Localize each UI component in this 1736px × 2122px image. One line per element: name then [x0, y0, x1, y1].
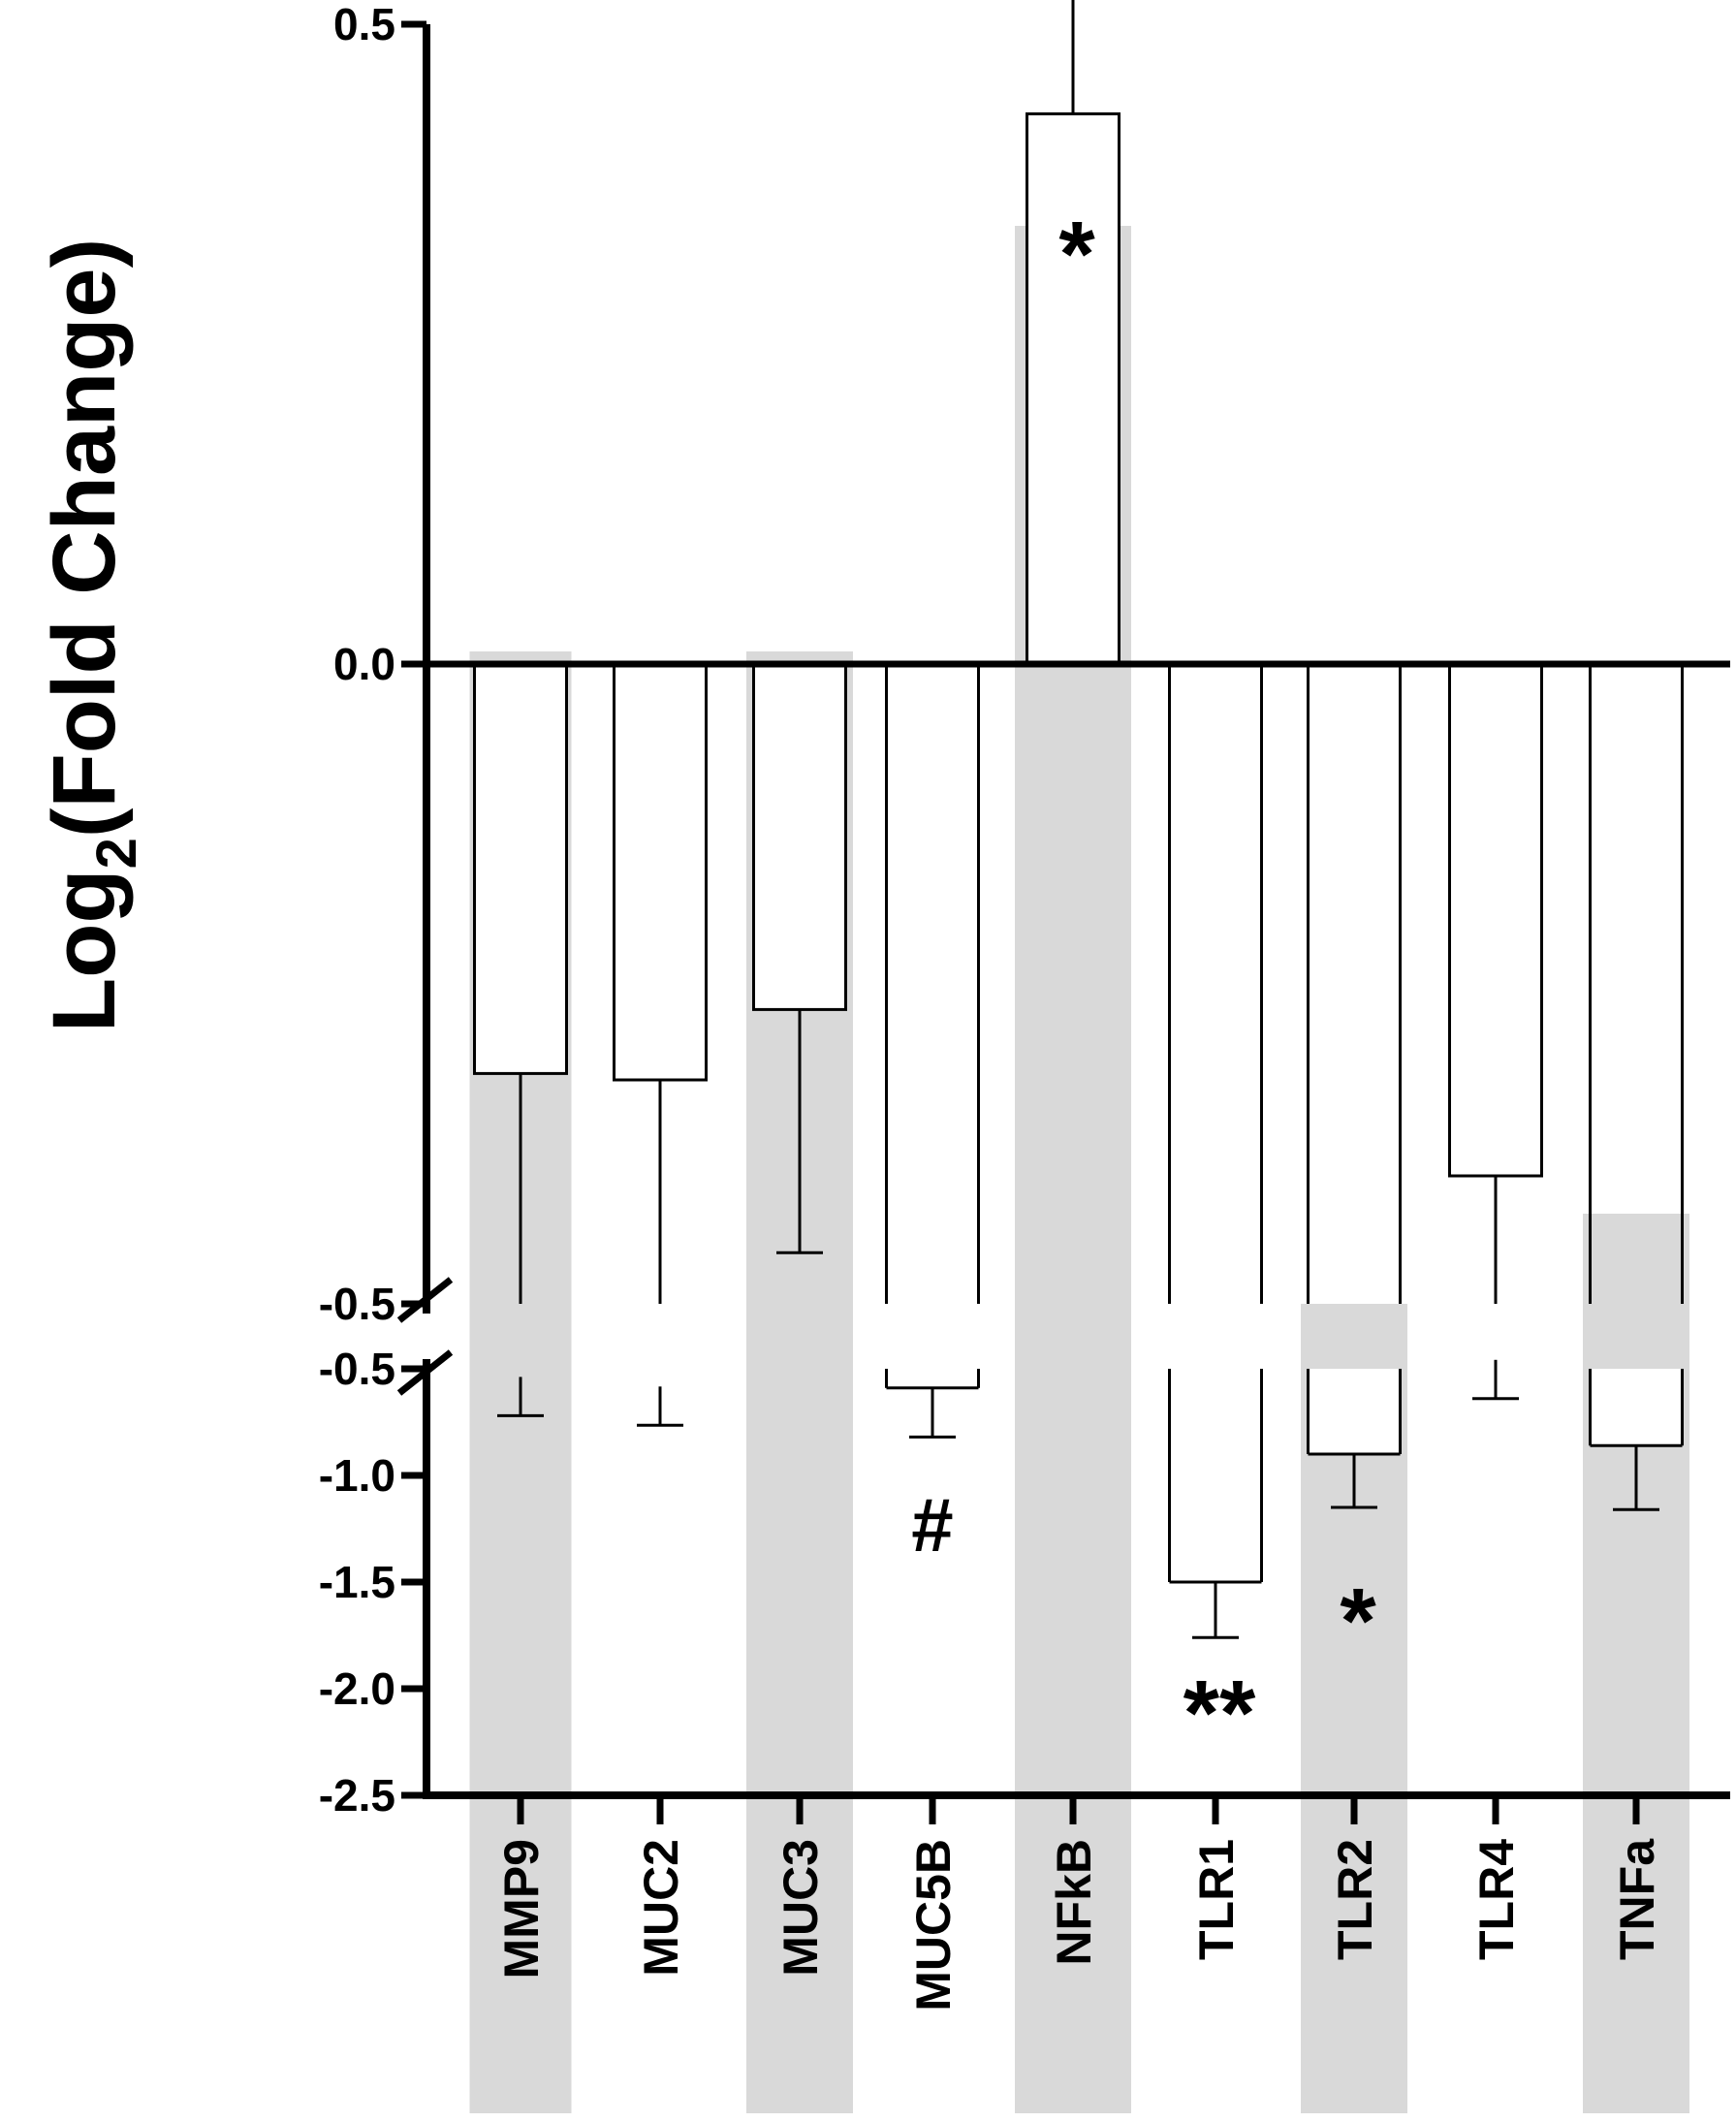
significance-tlr1: **: [1184, 1662, 1256, 1765]
significance-muc5b: #: [911, 1482, 953, 1568]
break-slash-upper: [396, 1277, 454, 1323]
bars: [473, 0, 1684, 1639]
bar-muc3: [752, 662, 847, 1011]
y-tick-label-upper-1: 0.0: [333, 639, 395, 689]
bar-lower-fill-tlr2: [1308, 1369, 1401, 1454]
y-ticks: 0.5 0.0 -0.5 -0.5 -1.0 -1.5 -2.0 -2.5: [319, 0, 426, 1821]
y-tick-label-upper-2: -0.5: [319, 1279, 395, 1329]
bar-lower-fill-tnfa: [1590, 1369, 1683, 1446]
highlight-band-cap: [470, 651, 571, 663]
bar-lower-fill-tlr1: [1169, 1369, 1262, 1582]
x-tick-label-muc2: MUC2: [634, 1839, 688, 1977]
y-axis-label-suffix: (Fold Change): [35, 238, 134, 838]
y-tick-label-upper-0: 0.5: [333, 0, 395, 49]
y-tick-label-lower-2: -1.5: [319, 1557, 395, 1607]
y-tick-label-lower-4: -2.5: [319, 1770, 395, 1821]
x-tick-label-tlr1: TLR1: [1189, 1839, 1244, 1960]
y-axis-label-subscript: 2: [85, 838, 148, 869]
x-tick-label-muc5b: MUC5B: [906, 1839, 961, 2011]
y-axis-label-prefix: Log: [35, 869, 134, 1032]
bar-nfkb: [1026, 111, 1121, 666]
x-tick-label-nfkb: NFkB: [1047, 1839, 1101, 1966]
significance-tlr2: *: [1340, 1569, 1376, 1673]
x-tick-label-tnfa: TNFa: [1610, 1838, 1664, 1960]
x-tick-label-tlr4: TLR4: [1469, 1839, 1524, 1960]
bar-lower-fill-muc5b: [886, 1369, 979, 1388]
highlight-band-tnfa: [1583, 1214, 1689, 2113]
bar-mmp9: [473, 662, 568, 1075]
y-tick-label-lower-0: -0.5: [319, 1344, 395, 1394]
x-tick-label-muc3: MUC3: [773, 1839, 828, 1977]
axis-break-mark: [396, 1277, 454, 1396]
significance-markers: #****: [911, 203, 1376, 1765]
bar-tlr4: [1448, 662, 1543, 1178]
break-slash-lower: [396, 1349, 454, 1396]
x-tick-label-tlr2: TLR2: [1328, 1839, 1382, 1960]
y-tick-label-lower-3: -2.0: [319, 1663, 395, 1714]
significance-nfkb: *: [1058, 203, 1095, 306]
bar-muc2: [613, 662, 708, 1082]
y-axis-label: Log2(Fold Change): [35, 238, 148, 1032]
x-tick-labels: MMP9 MUC2 MUC3 MUC5B NFkB TLR1 TLR2 TLR4 TNFa: [494, 1795, 1664, 2011]
y-tick-label-lower-1: -1.0: [319, 1450, 395, 1501]
x-tick-label-mmp9: MMP9: [494, 1839, 549, 1979]
